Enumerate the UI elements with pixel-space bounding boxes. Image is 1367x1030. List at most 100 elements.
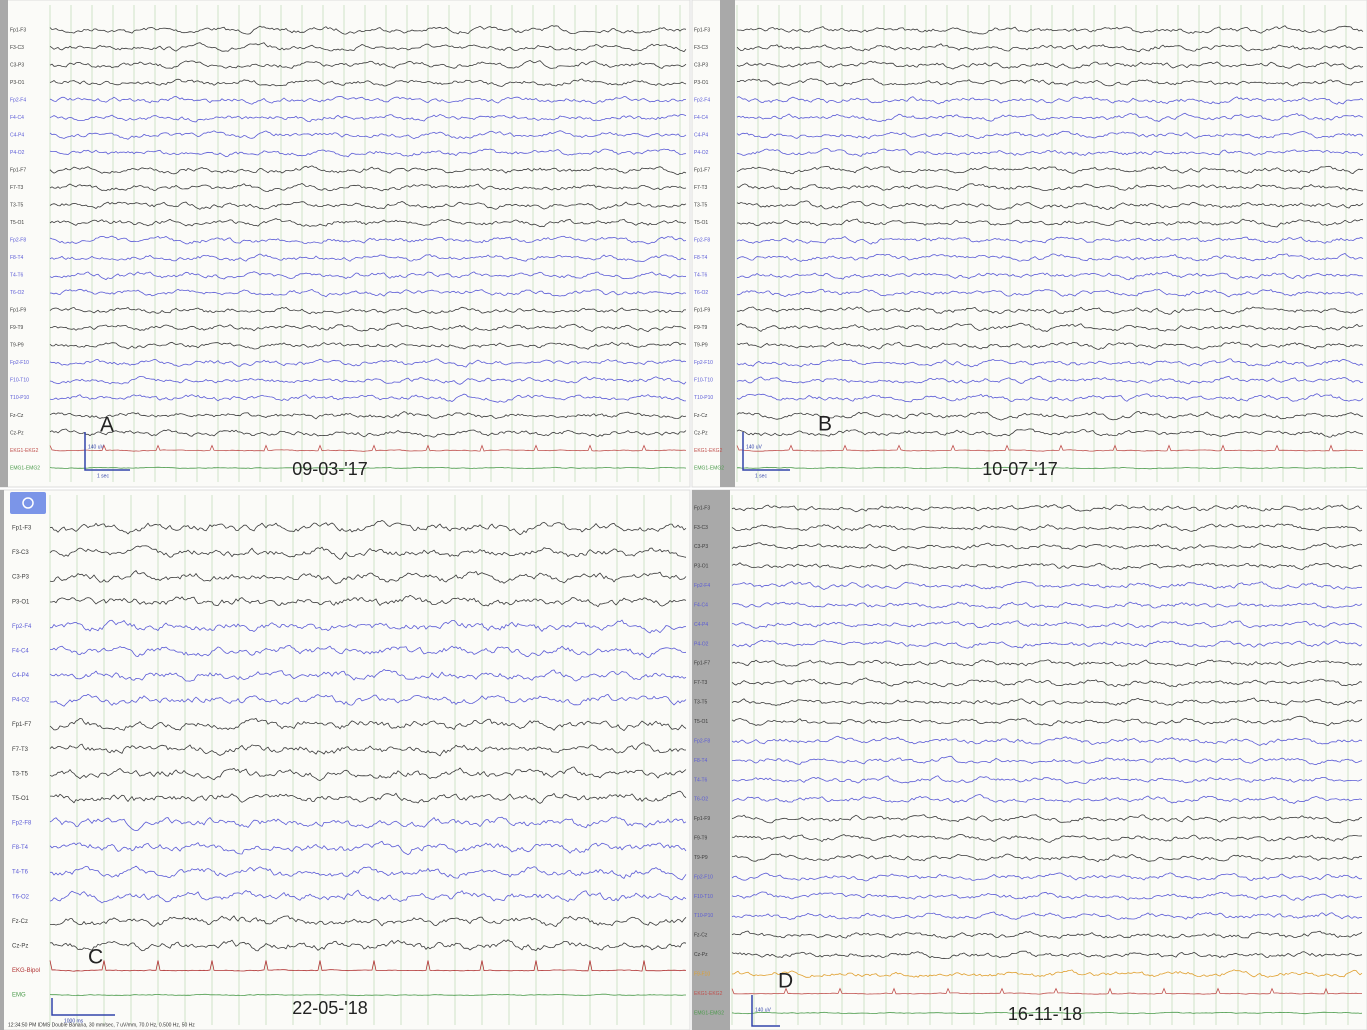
channel-label: P4-O2	[10, 150, 25, 156]
channel-label: EMG1-EMG2	[694, 1010, 724, 1016]
channel-label: Fp2-F10	[10, 360, 29, 366]
channel-label: Fp1-F3	[694, 505, 710, 511]
eeg-trace	[731, 601, 1363, 609]
channel-label: T4-T6	[10, 273, 24, 279]
eeg-panel: Fp1-F3 F3-C3 C3-P3 P3-O1 Fp2-F4 F4-C4 C4-P4 P4-…	[691, 489, 1367, 1030]
panel-letter: D	[778, 970, 793, 993]
channel-label: T3-T5	[12, 771, 29, 777]
eeg-trace	[49, 520, 687, 536]
channel-label: F8-T4	[10, 255, 24, 261]
channel-label: C3-P3	[694, 544, 708, 550]
channel-label: Fp2-F4	[694, 583, 710, 589]
channel-label: T6-O2	[12, 894, 30, 900]
eeg-trace	[731, 715, 1363, 727]
time-scale: 1 sec	[755, 473, 767, 479]
eeg-trace	[49, 889, 687, 904]
eeg-trace	[731, 620, 1363, 629]
channel-label: Fp1-F9	[694, 816, 710, 822]
channel-label: Fp2-F4	[12, 624, 32, 630]
channel-label: T10-P10	[694, 395, 713, 401]
eeg-trace	[49, 375, 687, 385]
channel-label: F7-T3	[694, 185, 708, 191]
eeg-trace	[731, 911, 1363, 921]
eeg-trace	[49, 113, 687, 123]
eeg-trace	[49, 235, 687, 245]
eeg-trace	[731, 987, 1363, 995]
panel-bg	[0, 489, 691, 1030]
amplitude-scale: 140 uV	[88, 444, 105, 450]
channel-label: T5-O1	[694, 719, 708, 725]
channel-label: Cz-Pz	[694, 952, 708, 958]
eeg-trace	[731, 504, 1363, 513]
panel-letter: B	[818, 413, 832, 436]
scale-bar	[742, 432, 790, 471]
eeg-trace	[49, 766, 687, 782]
channel-label: F8-T4	[694, 255, 708, 261]
eeg-trace	[731, 639, 1363, 649]
montage-button[interactable]	[10, 492, 46, 514]
channel-label: Fp1-F3	[694, 27, 710, 33]
panel-bg	[691, 489, 1367, 1030]
channel-label: C4-P4	[12, 673, 30, 679]
channel-label: EKG1-EKG2	[694, 991, 723, 997]
eeg-trace	[49, 393, 687, 403]
eeg-trace	[49, 545, 687, 560]
eeg-trace	[731, 677, 1363, 688]
eeg-trace	[49, 444, 687, 452]
time-scale: 1000 ms	[64, 1018, 84, 1024]
channel-label: F3-C3	[694, 45, 708, 51]
gray-strip	[0, 0, 8, 487]
channel-label: EMG1-EMG2	[10, 465, 40, 471]
channel-label: F10-T10	[694, 894, 713, 900]
channel-label: Fp1-F9	[694, 308, 710, 314]
eeg-trace	[49, 960, 687, 972]
channel-label: EMG	[12, 993, 26, 999]
channel-label: EKG-Bipol	[12, 968, 40, 974]
eeg-trace	[731, 969, 1363, 978]
channel-label: Cz-Pz	[694, 430, 708, 436]
eeg-panel: Fp1-F3 F3-C3 C3-P3 P3-O1 Fp2-F4 F4-C4 C4-P4 P4-…	[0, 489, 691, 1030]
eeg-trace	[50, 865, 687, 881]
eeg-trace	[49, 95, 687, 105]
channel-label: T5-O1	[10, 220, 24, 226]
channel-label: P3-O1	[12, 599, 30, 605]
eeg-trace	[49, 993, 686, 997]
eeg-trace	[736, 271, 1364, 281]
panel-letter: A	[100, 414, 114, 437]
montage-footer: 12:34:50 PM IDMS Double Banana, 30 mm/se…	[8, 1022, 195, 1028]
eeg-trace	[731, 930, 1363, 939]
scale-bar	[751, 995, 780, 1027]
channel-label: T3-T5	[694, 700, 708, 706]
channel-label: T6-O2	[694, 797, 708, 803]
channel-label: T10-P10	[10, 395, 29, 401]
eeg-trace	[731, 814, 1363, 824]
eeg-trace	[49, 42, 687, 53]
recording-date: 22-05-'18	[292, 998, 368, 1018]
recording-date: 09-03-'17	[292, 459, 368, 479]
recording-date: 10-07-'17	[982, 459, 1058, 479]
channel-label: T9-P9	[10, 343, 24, 349]
channel-label: T4-T6	[12, 870, 29, 876]
channel-label: T5-O1	[12, 796, 30, 802]
eeg-trace	[736, 466, 1364, 470]
channel-label: Fp2-F8	[694, 738, 710, 744]
button-icon	[22, 497, 34, 509]
channel-label: Fp2-F8	[12, 821, 32, 827]
channel-label: F7-T3	[12, 747, 29, 753]
eeg-trace	[736, 60, 1364, 70]
eeg-trace	[49, 201, 687, 211]
eeg-trace	[737, 306, 1364, 315]
eeg-trace	[49, 466, 687, 470]
scale-bar	[51, 998, 115, 1016]
channel-label: F8-T4	[694, 758, 708, 764]
channel-label: Fp1-F9	[10, 308, 26, 314]
eeg-trace	[736, 358, 1364, 368]
eeg-trace	[49, 717, 687, 732]
eeg-trace	[49, 59, 687, 69]
channel-label: T3-T5	[10, 203, 24, 209]
eeg-trace	[736, 410, 1364, 421]
scale-bar	[84, 432, 130, 471]
eeg-trace	[736, 25, 1364, 35]
eeg-trace	[731, 697, 1363, 706]
